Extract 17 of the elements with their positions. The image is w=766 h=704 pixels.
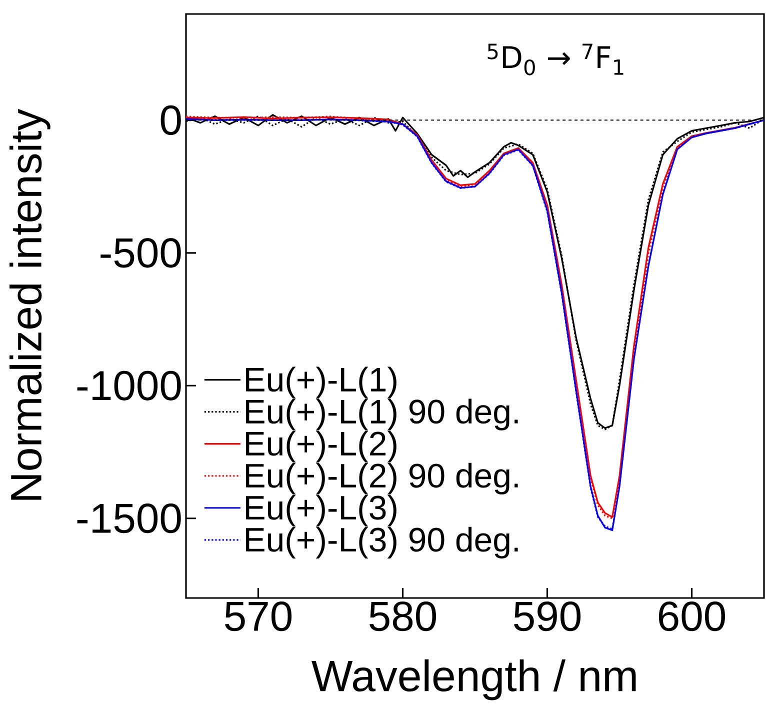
y-axis-title: Normalized intensity <box>10 108 50 500</box>
x-tick-label: 570 <box>225 602 292 632</box>
x-tick-label: 580 <box>370 602 436 632</box>
legend-label: Eu(+)-L(1) <box>246 366 396 398</box>
legend-label: Eu(+)-L(3) 90 deg. <box>246 526 518 558</box>
annotation: $^{5}$D$_{0}$ → $^{7}$F$_{1}$ <box>488 44 624 76</box>
y-tick-label: -1000 <box>77 370 181 400</box>
x-tick-label: 600 <box>658 602 726 632</box>
x-axis-title: Wavelength / nm <box>312 659 636 700</box>
y-tick-label: -1500 <box>77 504 181 534</box>
legend-label: Eu(+)-L(2) 90 deg. <box>246 462 518 494</box>
x-tick-label: 590 <box>514 602 581 632</box>
legend-label: Eu(+)-L(2) <box>246 430 396 462</box>
y-tick-label: 0 <box>160 105 181 135</box>
legend-label: Eu(+)-L(1) 90 deg. <box>246 398 518 430</box>
y-tick-label: -500 <box>100 238 181 268</box>
legend-label: Eu(+)-L(3) <box>246 494 396 526</box>
